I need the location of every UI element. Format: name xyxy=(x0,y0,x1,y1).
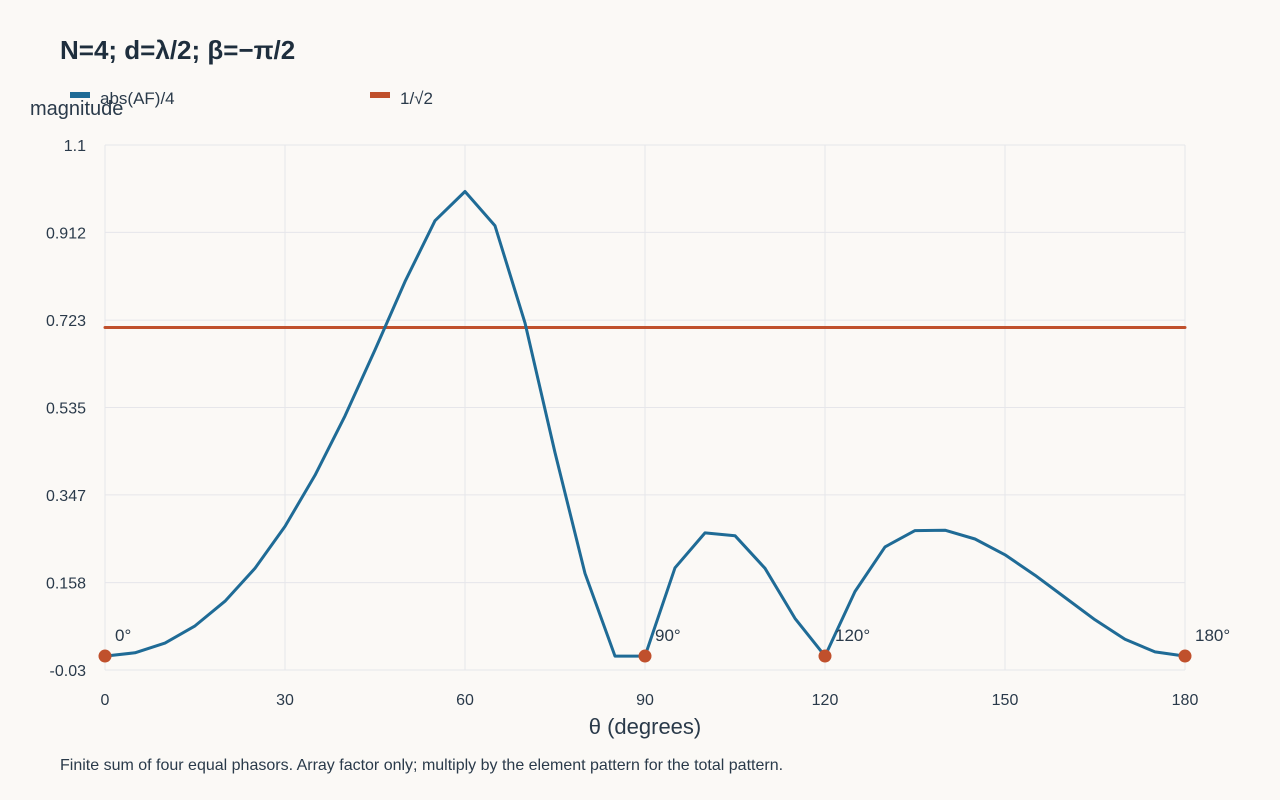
null-marker-label: 180° xyxy=(1195,626,1230,645)
x-tick-label: 60 xyxy=(456,692,474,709)
y-axis-label: magnitude xyxy=(30,98,123,120)
null-marker-label: 90° xyxy=(655,626,681,645)
chart-caption: Finite sum of four equal phasors. Array … xyxy=(60,757,783,774)
x-ticks: 0 30 60 90 120 150 180 xyxy=(101,692,1199,709)
legend-label-af: abs(AF)/4 xyxy=(100,89,175,108)
null-marker xyxy=(638,649,652,663)
y-tick-label: -0.03 xyxy=(50,663,87,680)
x-tick-label: 120 xyxy=(812,692,839,709)
null-marker xyxy=(1178,649,1192,663)
x-tick-label: 90 xyxy=(636,692,654,709)
x-tick-label: 180 xyxy=(1172,692,1199,709)
y-ticks: -0.03 0.158 0.347 0.535 0.723 0.912 1.1 xyxy=(46,138,86,680)
x-tick-label: 150 xyxy=(992,692,1019,709)
y-tick-label: 0.158 xyxy=(46,576,86,593)
chart-title: N=4; d=λ/2; β=−π/2 xyxy=(60,35,295,65)
null-marker-label: 0° xyxy=(115,626,131,645)
markers: 0° 90° 120° 180° xyxy=(98,626,1230,663)
x-tick-label: 0 xyxy=(101,692,110,709)
x-axis-label: θ (degrees) xyxy=(589,714,702,739)
y-tick-label: 0.535 xyxy=(46,401,86,418)
null-marker xyxy=(818,649,832,663)
x-tick-label: 30 xyxy=(276,692,294,709)
y-tick-label: 0.912 xyxy=(46,225,86,242)
y-tick-label: 0.347 xyxy=(46,488,86,505)
grid xyxy=(104,144,1186,671)
legend-swatch-af xyxy=(70,92,90,98)
legend-swatch-threshold xyxy=(370,92,390,98)
y-tick-label: 0.723 xyxy=(46,313,86,330)
y-tick-label: 1.1 xyxy=(64,138,86,155)
null-marker-label: 120° xyxy=(835,626,870,645)
null-marker xyxy=(98,649,112,663)
legend-label-threshold: 1/√2 xyxy=(400,89,433,108)
